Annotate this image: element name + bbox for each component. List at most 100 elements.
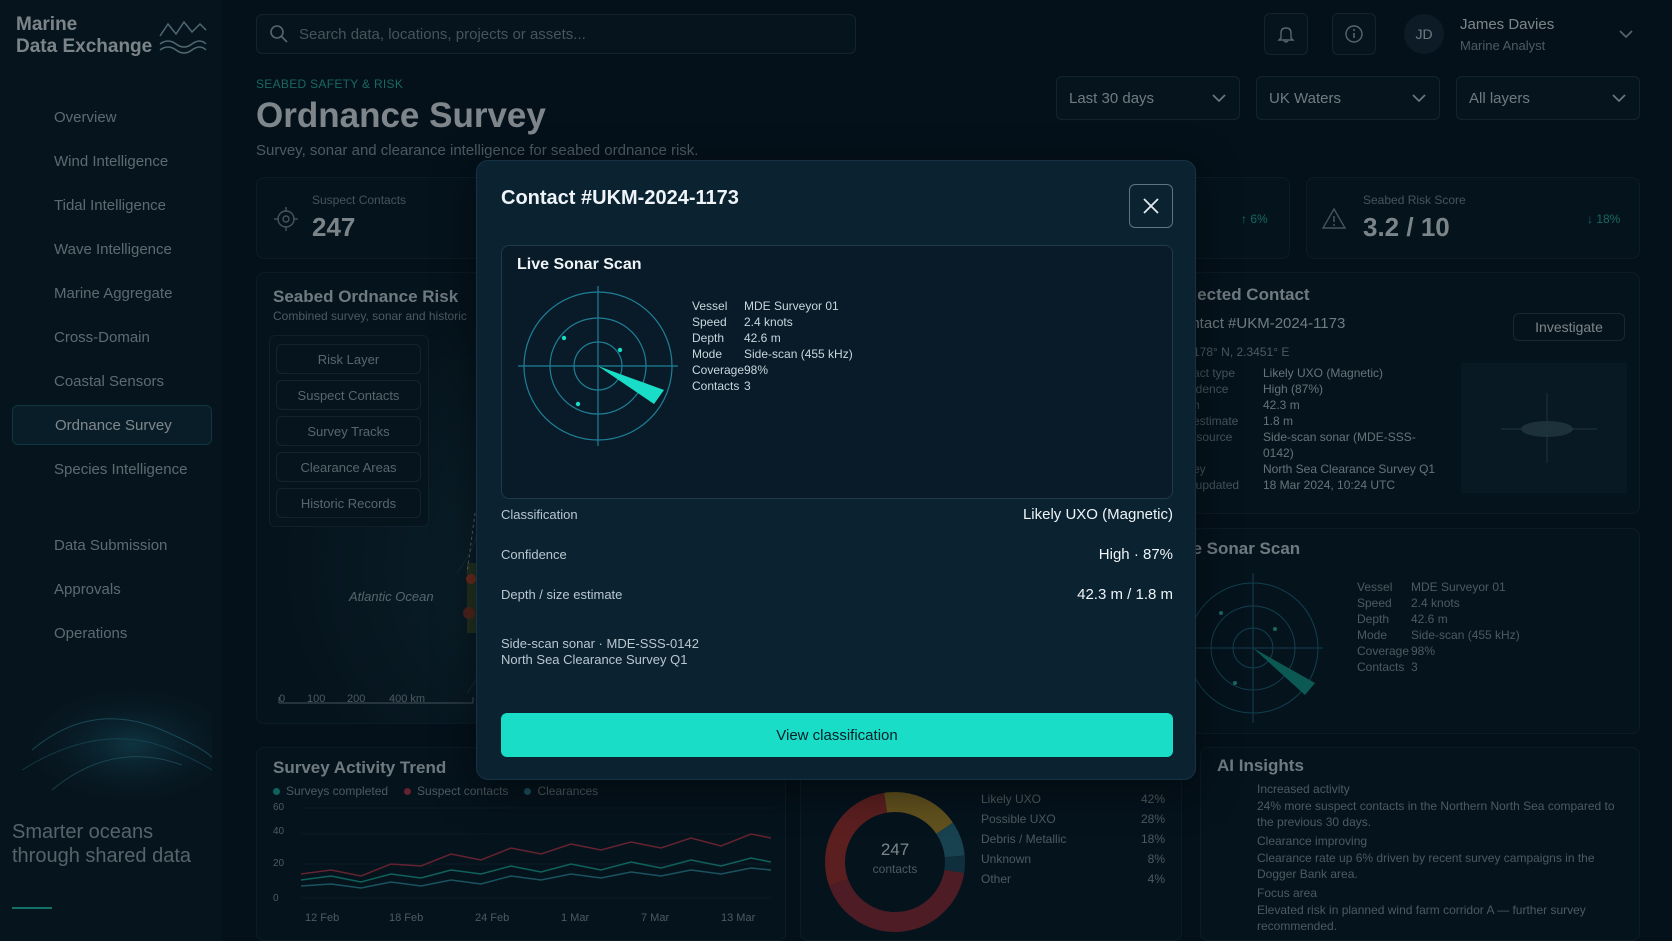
sonar-detail-row: Coverage98%	[692, 362, 853, 378]
sonar-detail-row: Contacts 3	[1357, 659, 1418, 675]
sidebar-item-label: Cross-Domain	[54, 328, 150, 346]
sidebar-item-label: Approvals	[54, 580, 121, 598]
kpi-label: Seabed Risk Score	[1363, 193, 1466, 207]
sidebar-item-operations[interactable]: Operations	[12, 613, 212, 653]
sidebar-item-overview[interactable]: Overview	[12, 97, 212, 137]
sidebar-item-tidal-intelligence[interactable]: Tidal Intelligence	[12, 185, 212, 225]
user-name[interactable]: James Davies	[1460, 16, 1555, 33]
sidebar-item-marine-aggregate[interactable]: Marine Aggregate	[12, 273, 212, 313]
insight-title: Increased activity	[1257, 782, 1350, 796]
donut-legend-label: Other	[981, 872, 1012, 886]
tagline-accent	[12, 907, 52, 909]
donut-legend-label: Unknown	[981, 852, 1032, 866]
trend-legend: Surveys completed Suspect contacts Clear…	[273, 784, 598, 798]
sidebar-item-label: Overview	[54, 108, 117, 126]
date-range-select[interactable]: Last 30 days	[1056, 76, 1240, 120]
detail-key: Speed	[1357, 596, 1392, 610]
layer-risk-button[interactable]: Risk Layer	[276, 344, 421, 374]
sidebar-item-wave-intelligence[interactable]: Wave Intelligence	[12, 229, 212, 269]
sonar-detail-row: Speed 2.4 knots	[1357, 595, 1460, 611]
sidebar-item-coastal-sensors[interactable]: Coastal Sensors	[12, 361, 212, 401]
legend-surveys: Surveys completed	[273, 784, 388, 798]
source-info: Side-scan sonar · MDE-SSS-0142 North Sea…	[501, 636, 699, 668]
sonar-contact-dot	[617, 347, 623, 353]
close-button[interactable]	[1129, 184, 1173, 228]
detail-value: MDE Surveyor 01	[1411, 580, 1506, 594]
donut-legend-pct: 4%	[1147, 872, 1165, 886]
layer-historic-records-button[interactable]: Historic Records	[276, 488, 421, 518]
insight-body: Clearance rate up 6% driven by recent su…	[1257, 851, 1595, 881]
warning-icon	[1321, 207, 1347, 229]
search-bar[interactable]	[256, 14, 856, 54]
donut-slice-unknown[interactable]	[936, 822, 965, 858]
xtick: 1 Mar	[561, 912, 590, 924]
sidebar-item-ordnance-survey[interactable]: Ordnance Survey	[12, 405, 212, 445]
kpi-seabed-risk: Seabed Risk Score 3.2 / 10 ↓ 18%	[1306, 177, 1640, 259]
kpi-delta: ↑ 6%	[1241, 212, 1268, 226]
detail-value: Side-scan sonar (MDE-SSS-0142)	[1263, 430, 1416, 460]
info-button[interactable]	[1332, 13, 1376, 55]
sidebar-item-label: Marine Aggregate	[54, 284, 173, 302]
detail-value: 98%	[1411, 644, 1436, 658]
layers-select[interactable]: All layers	[1456, 76, 1640, 120]
donut-chart	[825, 792, 965, 932]
notifications-button[interactable]	[1264, 13, 1308, 55]
sidebar-item-approvals[interactable]: Approvals	[12, 569, 212, 609]
detail-value: Side-scan (455 kHz)	[744, 347, 853, 361]
investigate-button[interactable]: Investigate	[1513, 313, 1625, 341]
donut-slice-debris-metallic[interactable]	[884, 792, 953, 835]
layer-suspect-contacts-button[interactable]: Suspect Contacts	[276, 380, 421, 410]
ytick-40: 40	[273, 826, 285, 837]
detail-key: ntact type	[1183, 366, 1236, 380]
tagline: Smarter oceans through shared data	[12, 821, 192, 867]
detail-value: Likely UXO (Magnetic)	[1263, 366, 1384, 380]
insight-title: Clearance improving	[1257, 834, 1368, 848]
sidebar-item-label: Wave Intelligence	[54, 240, 172, 258]
detail-key: Contacts	[692, 379, 740, 393]
sidebar-item-wind-intelligence[interactable]: Wind Intelligence	[12, 141, 212, 181]
layer-survey-tracks-button[interactable]: Survey Tracks	[276, 416, 421, 446]
donut-legend-label: Debris / Metallic	[981, 832, 1067, 846]
sidebar-item-label: Operations	[54, 624, 128, 642]
xtick: 24 Feb	[475, 912, 510, 924]
donut-legend-pct: 8%	[1147, 852, 1165, 866]
bg-sonar-card: ve Sonar Scan Vessel MDE Surveyor 01 Speed…	[1170, 528, 1640, 734]
user-menu-chevron-icon[interactable]	[1618, 26, 1634, 42]
sidebar-item-species-intelligence[interactable]: Species Intelligence	[12, 449, 212, 489]
search-input[interactable]	[299, 25, 839, 43]
kpi-suspect-contacts: Suspect Contacts 247	[256, 177, 506, 259]
selected-coords: .2178° N, 2.3451° E	[1183, 345, 1290, 359]
donut-slice-possible-uxo[interactable]	[825, 792, 888, 886]
xtick: 12 Feb	[305, 912, 340, 924]
donut-center-value: 247	[880, 840, 910, 859]
source-line2: North Sea Clearance Survey Q1	[501, 652, 688, 667]
detail-value: North Sea Clearance Survey Q1	[1263, 462, 1436, 476]
detail-value: 1.8 m	[1263, 414, 1294, 428]
user-role: Marine Analyst	[1460, 38, 1546, 53]
legend-clearances: Clearances	[524, 784, 598, 798]
sidebar-item-data-submission[interactable]: Data Submission	[12, 525, 212, 565]
donut-center-label: contacts	[872, 862, 918, 876]
depth-row: Depth / size estimate 42.3 m / 1.8 m	[501, 579, 1173, 609]
waves-logo-icon	[159, 20, 207, 54]
layer-clearance-areas-button[interactable]: Clearance Areas	[276, 452, 421, 482]
donut-slice-other[interactable]	[944, 855, 965, 873]
app-name-line1: Marine	[16, 14, 78, 35]
detail-value: 42.6 m	[744, 331, 781, 345]
detail-value: 98%	[744, 363, 769, 377]
app-logo[interactable]: Marine Data Exchange	[16, 14, 152, 58]
sidebar-item-cross-domain[interactable]: Cross-Domain	[12, 317, 212, 357]
kpi-label: Suspect Contacts	[312, 193, 407, 207]
bg-sonar-title: ve Sonar Scan	[1183, 539, 1301, 558]
target-icon	[274, 207, 298, 231]
trend-chart	[301, 807, 771, 899]
view-classification-button[interactable]: View classification	[501, 713, 1173, 757]
chevron-down-icon	[1612, 94, 1626, 103]
region-select[interactable]: UK Waters	[1256, 76, 1440, 120]
detail-value: 3	[744, 379, 751, 393]
donut-slice-likely-uxo[interactable]	[829, 869, 965, 932]
avatar[interactable]: JD	[1404, 14, 1444, 54]
insight-body: Elevated risk in planned wind farm corri…	[1257, 903, 1586, 933]
sonar-detail-row: Mode Side-scan (455 kHz)	[692, 346, 853, 362]
bell-icon	[1277, 27, 1295, 43]
